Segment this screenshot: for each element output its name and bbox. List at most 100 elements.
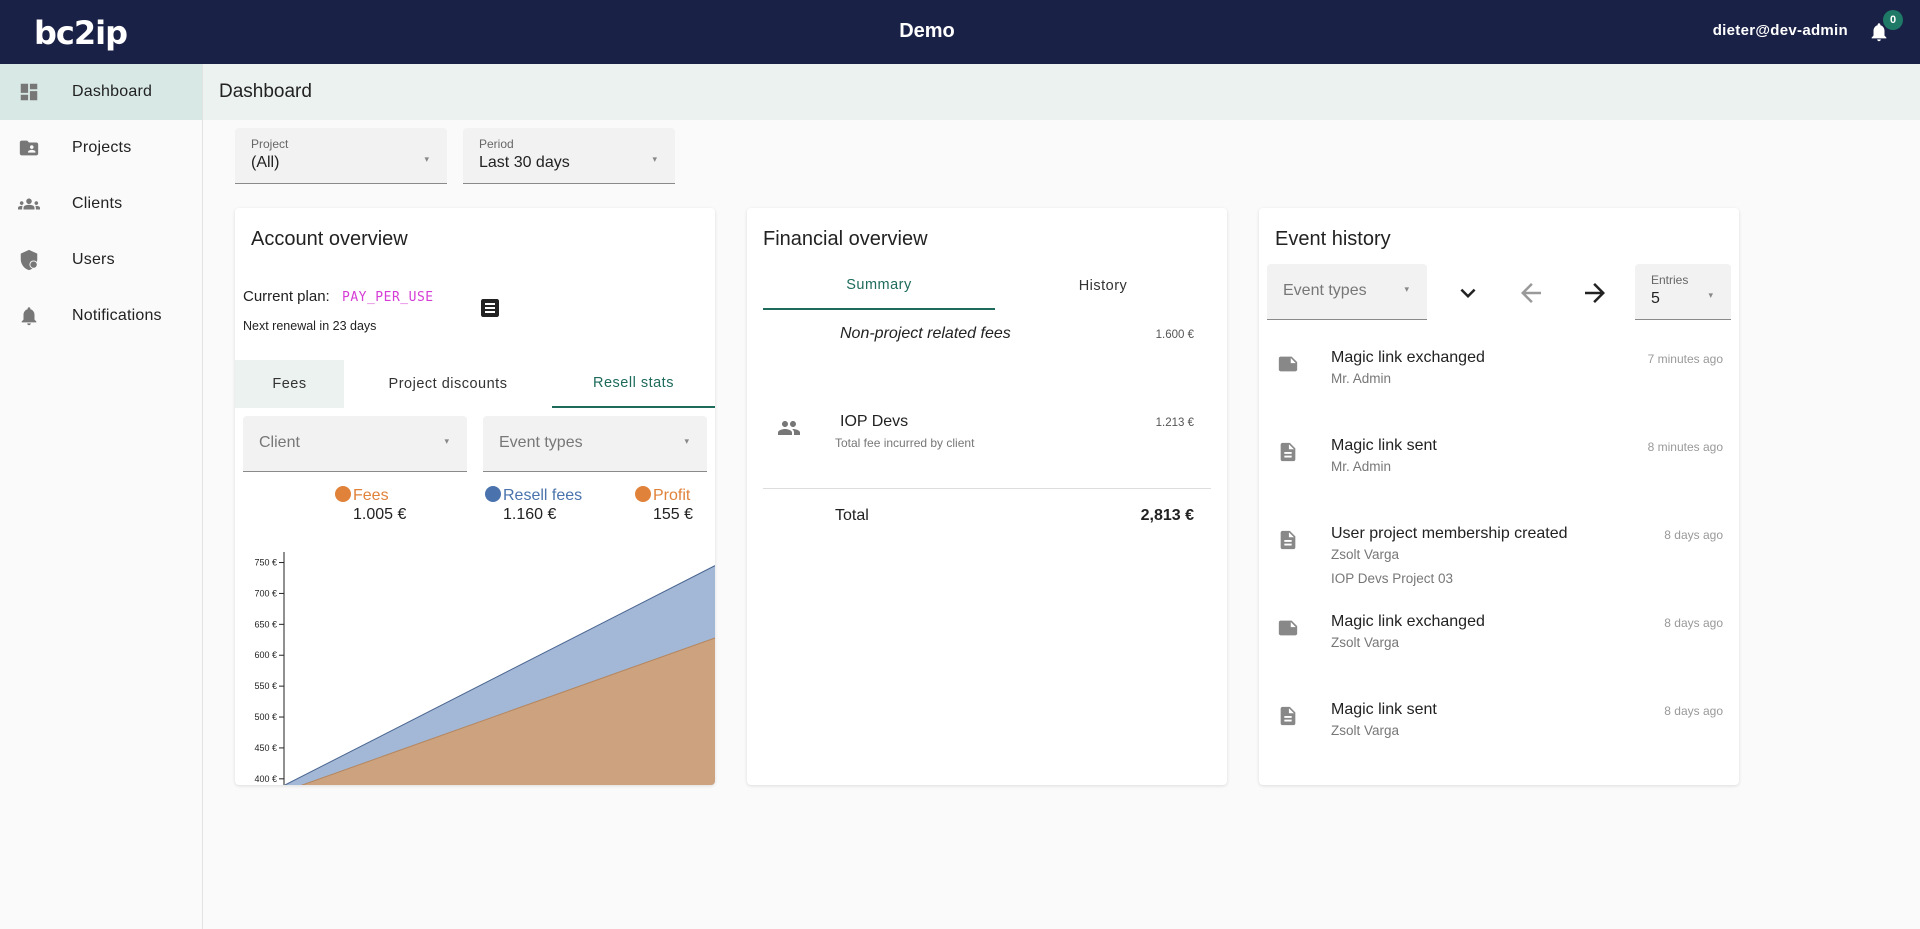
- non-project-fees-amount: 1.600 €: [1155, 329, 1194, 341]
- current-plan-value: PAY_PER_USE: [342, 290, 434, 305]
- event-types-select-placeholder: Event types: [499, 434, 583, 451]
- caret-down-icon: ▾: [684, 436, 689, 446]
- sidebar-item-notifications[interactable]: Notifications: [0, 288, 202, 344]
- legend-fees-value: 1.005 €: [353, 506, 407, 523]
- event-title: Magic link sent: [1331, 701, 1437, 718]
- event-time: 8 minutes ago: [1647, 440, 1723, 454]
- account-overview-title: Account overview: [251, 228, 408, 250]
- event-title: Magic link exchanged: [1331, 613, 1485, 630]
- line-resell-fees: [284, 565, 715, 785]
- y-tick-label: 450 €: [254, 743, 277, 753]
- event-title: Magic link sent: [1331, 437, 1437, 454]
- entries-select[interactable]: Entries 5 ▾: [1635, 264, 1731, 320]
- event-history-card: Event history Event types ▾ Entries 5 ▾ …: [1259, 208, 1739, 785]
- total-value: 2,813 €: [1140, 507, 1194, 524]
- shield-user-icon: [20, 249, 38, 271]
- client-select-placeholder: Client: [259, 434, 300, 451]
- bell-icon[interactable]: [1868, 20, 1890, 44]
- chevron-down-icon[interactable]: [1453, 278, 1483, 308]
- group-icon: [18, 198, 40, 210]
- sidebar-item-users[interactable]: Users: [0, 232, 202, 288]
- sidebar-item-clients[interactable]: Clients: [0, 176, 202, 232]
- event-title: Magic link exchanged: [1331, 349, 1485, 366]
- sidebar-item-label: Users: [72, 251, 115, 268]
- project-select-value: (All): [251, 154, 280, 171]
- caret-down-icon: ▾: [424, 154, 429, 164]
- caret-down-icon: ▾: [1404, 284, 1409, 294]
- people-icon: [778, 421, 800, 435]
- period-select[interactable]: Period Last 30 days ▾: [463, 128, 675, 184]
- legend-resell-fees-value: 1.160 €: [503, 506, 557, 523]
- event-sub: Zsolt Varga: [1331, 635, 1400, 650]
- sidebar-item-label: Notifications: [72, 307, 162, 324]
- client-iop-devs-sub: Total fee incurred by client: [835, 436, 975, 450]
- y-tick-label: 750 €: [254, 558, 277, 568]
- event-types-select[interactable]: Event types ▾: [483, 416, 707, 472]
- event-sub: IOP Devs Project 03: [1331, 571, 1454, 586]
- event-time: 7 minutes ago: [1647, 352, 1723, 366]
- project-select-label: Project: [251, 137, 289, 151]
- tab-summary[interactable]: Summary: [763, 262, 995, 310]
- area-fees: [285, 637, 715, 785]
- divider: [763, 488, 1211, 489]
- non-project-fees-label: Non-project related fees: [840, 325, 1011, 342]
- renewal-text: Next renewal in 23 days: [243, 319, 377, 333]
- entries-value: 5: [1651, 290, 1660, 307]
- event-sub: Mr. Admin: [1331, 459, 1392, 474]
- tab-resell-stats[interactable]: Resell stats: [552, 360, 715, 408]
- note-icon: [1278, 620, 1298, 636]
- legend-fees[interactable]: Fees: [335, 486, 389, 505]
- y-tick-label: 600 €: [254, 650, 277, 660]
- document-icon: [1280, 706, 1296, 726]
- account-overview-card: Account overview Current plan: PAY_PER_U…: [235, 208, 715, 785]
- period-select-label: Period: [479, 137, 514, 151]
- arrow-right-icon[interactable]: [1580, 278, 1610, 308]
- page-title: Dashboard: [219, 81, 312, 102]
- legend-profit[interactable]: Profit: [635, 486, 690, 505]
- folder-shared-icon: [19, 140, 39, 156]
- event-history-title: Event history: [1275, 228, 1391, 250]
- tab-history[interactable]: History: [1078, 278, 1128, 294]
- tab-fees[interactable]: Fees: [235, 360, 344, 408]
- dashboard-icon: [20, 83, 38, 101]
- sidebar-item-label: Clients: [72, 195, 123, 212]
- project-select[interactable]: Project (All) ▾: [235, 128, 447, 184]
- arrow-left-icon[interactable]: [1516, 278, 1546, 308]
- caret-down-icon: ▾: [1708, 290, 1713, 300]
- client-select[interactable]: Client ▾: [243, 416, 467, 472]
- legend-resell-fees[interactable]: Resell fees: [485, 486, 582, 505]
- client-iop-devs-amount: 1.213 €: [1155, 417, 1194, 429]
- caret-down-icon: ▾: [444, 436, 449, 446]
- resell-stats-chart: 750 € 700 € 650 € 600 € 550 € 500 € 450 € 400 €: [254, 552, 715, 785]
- bell-icon: [21, 307, 37, 326]
- document-icon: [1280, 442, 1296, 462]
- client-iop-devs-label: IOP Devs: [840, 413, 909, 430]
- legend-label: Fees: [353, 487, 389, 504]
- sidebar-item-projects[interactable]: Projects: [0, 120, 202, 176]
- caret-down-icon: ▾: [652, 154, 657, 164]
- line-fees: [300, 637, 715, 785]
- app-logo[interactable]: bc2ip: [34, 14, 128, 52]
- document-icon: [1280, 530, 1296, 550]
- event-sub: Mr. Admin: [1331, 371, 1392, 386]
- legend-label: Resell fees: [503, 487, 583, 504]
- legend-dot: [335, 486, 351, 502]
- legend-dot: [485, 486, 501, 502]
- y-tick-label: 500 €: [254, 712, 277, 722]
- legend-label: Profit: [653, 487, 691, 504]
- sidebar-item-label: Dashboard: [72, 83, 153, 100]
- y-tick-label: 550 €: [254, 681, 277, 691]
- legend-profit-value: 155 €: [653, 506, 694, 523]
- plan-details-icon[interactable]: [478, 296, 502, 320]
- financial-overview-card: Financial overview Summary History Non-p…: [747, 208, 1227, 785]
- sidebar-item-label: Projects: [72, 139, 132, 156]
- user-email[interactable]: dieter@dev-admin: [1712, 22, 1848, 39]
- sidebar-item-dashboard[interactable]: Dashboard: [0, 64, 202, 120]
- y-tick-label: 650 €: [254, 619, 277, 629]
- period-select-value: Last 30 days: [479, 154, 570, 171]
- notification-badge: 0: [1883, 10, 1903, 30]
- event-title: User project membership created: [1331, 525, 1568, 542]
- tab-project-discounts[interactable]: Project discounts: [388, 376, 508, 392]
- event-types-filter[interactable]: Event types ▾: [1267, 264, 1427, 320]
- event-sub: Zsolt Varga: [1331, 547, 1400, 562]
